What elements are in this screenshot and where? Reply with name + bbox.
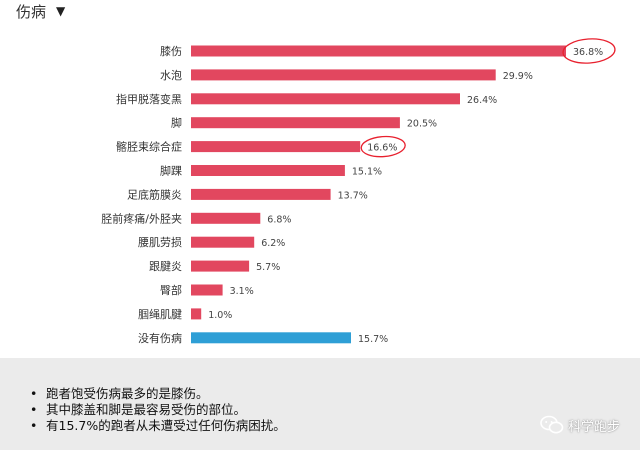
injury-bar-chart: 膝伤 36.8% 水泡 29.9% 指甲脱落变黑 26.4% 脚 20.5% 髂胫束综合症 16.… bbox=[101, 38, 616, 345]
category-dropdown[interactable]: 伤病 ▼ bbox=[16, 1, 65, 22]
value-label: 36.8% bbox=[573, 47, 603, 58]
highlight-circle bbox=[360, 135, 406, 158]
value-label: 3.1% bbox=[230, 286, 254, 297]
category-label: 腘绳肌腱 bbox=[138, 307, 182, 321]
value-label: 6.2% bbox=[261, 238, 285, 249]
bar bbox=[191, 69, 496, 81]
watermark: 科学跑步 bbox=[540, 415, 620, 435]
bar bbox=[191, 117, 400, 129]
dropdown-arrow-icon: ▼ bbox=[56, 4, 66, 18]
note-item: • 有15.7%的跑者从未遭受过任何伤病困扰。 bbox=[30, 418, 286, 434]
bullet-icon: • bbox=[30, 386, 38, 401]
category-label: 水泡 bbox=[160, 68, 182, 82]
bar bbox=[191, 188, 331, 200]
category-label: 臀部 bbox=[160, 283, 182, 297]
value-label: 16.6% bbox=[367, 143, 397, 154]
value-label: 1.0% bbox=[208, 310, 232, 321]
bar bbox=[191, 284, 223, 296]
bullet-icon: • bbox=[30, 402, 38, 417]
bullet-icon: • bbox=[30, 418, 38, 433]
value-label: 5.7% bbox=[256, 262, 280, 273]
bar bbox=[191, 332, 351, 344]
bar bbox=[191, 165, 345, 176]
category-label: 足底筋膜炎 bbox=[127, 187, 182, 201]
value-label: 20.5% bbox=[407, 119, 437, 130]
category-label: 膝伤 bbox=[160, 45, 182, 58]
dropdown-label: 伤病 bbox=[16, 2, 47, 21]
highlight-circle bbox=[562, 38, 616, 64]
category-label: 指甲脱落变黑 bbox=[116, 92, 182, 106]
category-label: 脚踝 bbox=[160, 164, 182, 178]
value-label: 29.9% bbox=[503, 71, 533, 82]
bar bbox=[191, 212, 261, 224]
category-label: 跟腱炎 bbox=[149, 260, 182, 273]
note-text: 跑者饱受伤病最多的是膝伤。 bbox=[46, 386, 209, 401]
bar bbox=[191, 93, 460, 105]
bar bbox=[191, 45, 566, 57]
category-label: 腰肌劳损 bbox=[138, 235, 182, 249]
value-label: 15.1% bbox=[352, 167, 382, 178]
bar bbox=[191, 141, 361, 153]
note-text: 其中膝盖和脚是最容易受伤的部位。 bbox=[46, 402, 247, 417]
wechat-icon bbox=[540, 415, 564, 434]
category-label: 没有伤病 bbox=[138, 331, 182, 345]
notes-panel: • 跑者饱受伤病最多的是膝伤。 • 其中膝盖和脚是最容易受伤的部位。 • 有15.7%… bbox=[0, 358, 640, 450]
value-label: 26.4% bbox=[467, 95, 497, 106]
note-item: • 其中膝盖和脚是最容易受伤的部位。 bbox=[30, 402, 286, 418]
bar bbox=[191, 236, 255, 248]
category-label: 胫前疼痛/外胫夹 bbox=[101, 211, 182, 225]
note-item: • 跑者饱受伤病最多的是膝伤。 bbox=[30, 386, 286, 402]
notes-list: • 跑者饱受伤病最多的是膝伤。 • 其中膝盖和脚是最容易受伤的部位。 • 有15.7%… bbox=[30, 386, 286, 434]
category-label: 脚 bbox=[171, 116, 182, 130]
watermark-text: 科学跑步 bbox=[567, 419, 620, 435]
category-label: 髂胫束综合症 bbox=[116, 140, 182, 154]
note-text: 有15.7%的跑者从未遭受过任何伤病困扰。 bbox=[46, 418, 286, 433]
value-label: 15.7% bbox=[358, 334, 388, 345]
bar bbox=[191, 308, 202, 320]
chart-header: 伤病 ▼ bbox=[0, 0, 640, 22]
value-label: 13.7% bbox=[338, 190, 368, 201]
bar bbox=[191, 260, 250, 272]
value-label: 6.8% bbox=[267, 214, 291, 225]
